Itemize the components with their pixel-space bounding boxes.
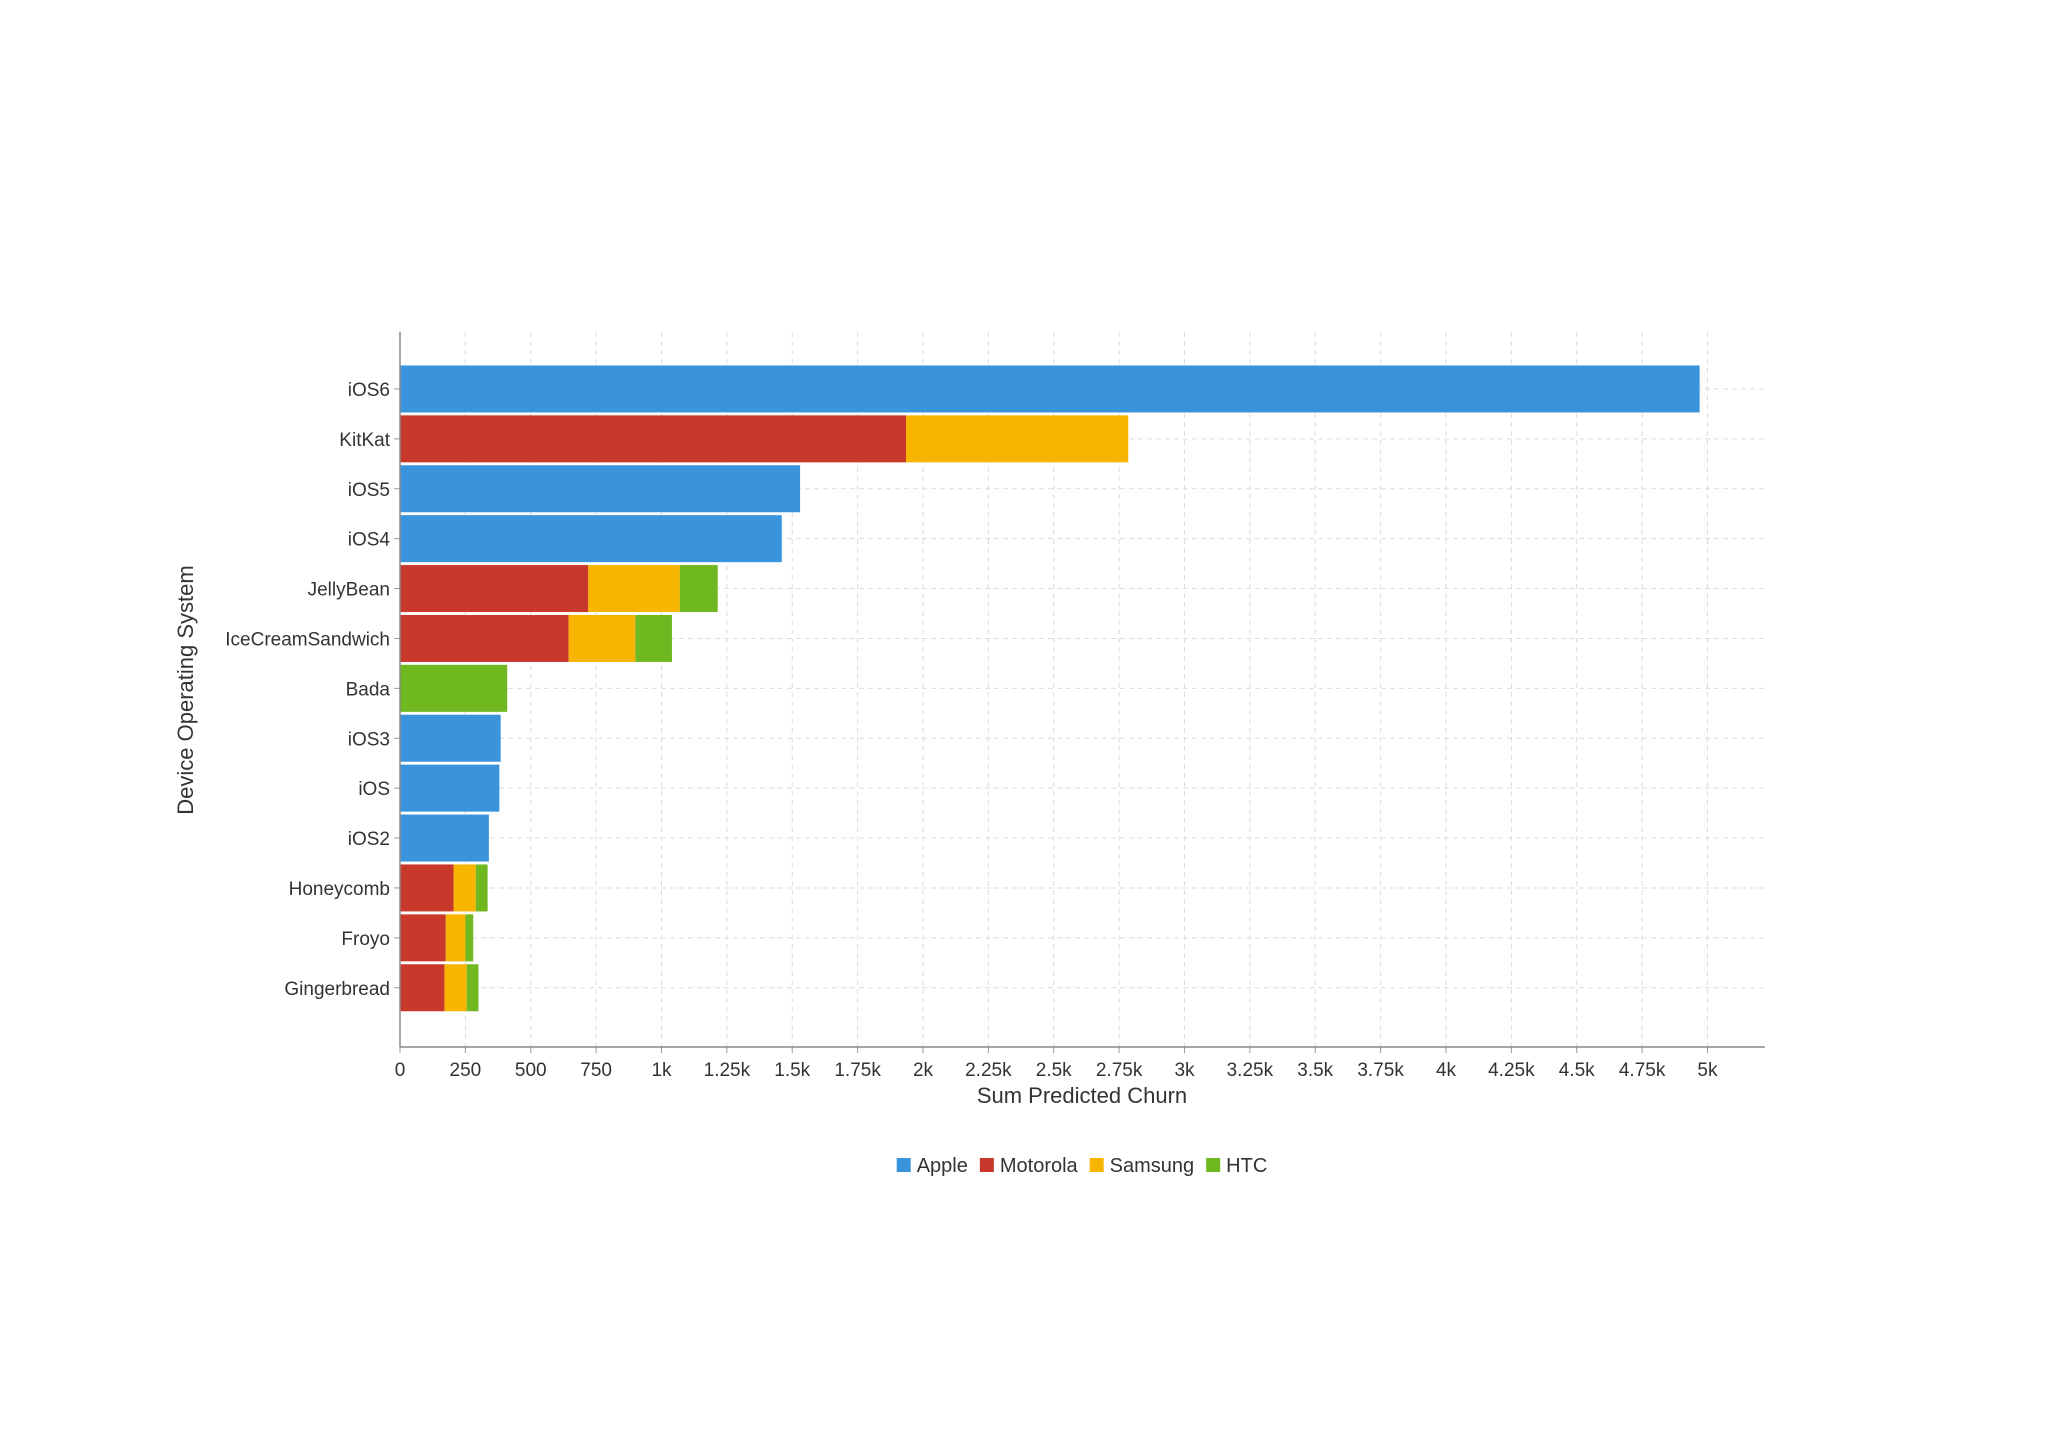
x-tick-label: 750 xyxy=(580,1060,612,1081)
legend-swatch-motorola xyxy=(979,1158,994,1172)
bars xyxy=(400,365,1700,1012)
x-tick-label: 3.75k xyxy=(1357,1060,1404,1081)
x-tick-label: 2.5k xyxy=(1036,1060,1072,1081)
x-tick-label: 500 xyxy=(515,1060,547,1081)
x-axis-title: Sum Predicted Churn xyxy=(977,1083,1187,1108)
x-tick-label: 2k xyxy=(913,1060,934,1081)
y-tick-label: iOS xyxy=(358,779,390,800)
x-tick-label: 1.5k xyxy=(774,1060,810,1081)
x-tick-label: 250 xyxy=(450,1060,482,1081)
bar-icecreamsandwich-htc xyxy=(635,614,672,662)
bar-froyo-samsung xyxy=(445,914,466,962)
y-tick-label: KitKat xyxy=(339,430,390,451)
bar-gingerbread-htc xyxy=(466,964,479,1012)
bar-icecreamsandwich-samsung xyxy=(568,614,636,662)
x-tick-label: 2.25k xyxy=(965,1060,1012,1081)
y-tick-label: iOS3 xyxy=(348,729,390,750)
x-tick-label: 0 xyxy=(395,1060,406,1081)
bar-ios3-apple xyxy=(400,714,501,762)
x-tick-label: 4.5k xyxy=(1559,1060,1595,1081)
x-tick-label: 2.75k xyxy=(1096,1060,1143,1081)
bar-jellybean-motorola xyxy=(400,565,589,613)
bar-ios2-apple xyxy=(400,814,489,862)
bar-froyo-htc xyxy=(465,914,474,962)
legend: Apple Motorola Samsung HTC xyxy=(896,1155,1267,1177)
bar-ios-apple xyxy=(400,764,500,812)
x-tick-label: 3.5k xyxy=(1297,1060,1333,1081)
bar-gingerbread-samsung xyxy=(444,964,467,1012)
axes xyxy=(394,332,1765,1053)
y-axis-title: Device Operating System xyxy=(173,565,198,814)
legend-label-htc: HTC xyxy=(1226,1155,1267,1177)
x-tick-label: 5k xyxy=(1697,1060,1718,1081)
bar-ios5-apple xyxy=(400,465,801,513)
y-tick-label: iOS4 xyxy=(348,530,391,551)
bar-jellybean-samsung xyxy=(588,565,680,613)
y-tick-label: IceCreamSandwich xyxy=(225,629,390,650)
bar-ios4-apple xyxy=(400,515,782,563)
x-tick-label: 3k xyxy=(1174,1060,1195,1081)
bar-kitkat-motorola xyxy=(400,415,906,463)
tick-labels: 0 250 500 750 1k 1.25k 1.5k 1.75k 2k 2.25k 2.5k 2.7… xyxy=(225,380,1718,1081)
legend-label-motorola: Motorola xyxy=(1000,1155,1079,1177)
bar-icecreamsandwich-motorola xyxy=(400,614,569,662)
y-tick-label: iOS5 xyxy=(348,480,390,501)
y-tick-label: iOS2 xyxy=(348,829,390,850)
bar-ios6-apple xyxy=(400,365,1700,413)
x-tick-label: 3.25k xyxy=(1227,1060,1274,1081)
bar-honeycomb-samsung xyxy=(453,864,476,912)
bar-kitkat-samsung xyxy=(905,415,1129,463)
bar-honeycomb-motorola xyxy=(400,864,454,912)
y-tick-label: Honeycomb xyxy=(289,879,390,900)
legend-label-samsung: Samsung xyxy=(1110,1155,1195,1177)
x-tick-label: 4.25k xyxy=(1488,1060,1535,1081)
bar-froyo-motorola xyxy=(400,914,446,962)
y-tick-label: Gingerbread xyxy=(284,979,390,1000)
bar-jellybean-htc xyxy=(679,565,718,613)
x-tick-label: 4.75k xyxy=(1619,1060,1666,1081)
x-tick-label: 1k xyxy=(651,1060,672,1081)
bar-gingerbread-motorola xyxy=(400,964,445,1012)
y-tick-label: iOS6 xyxy=(348,380,390,401)
legend-swatch-htc xyxy=(1206,1158,1221,1172)
y-tick-label: Froyo xyxy=(341,929,390,950)
legend-swatch-apple xyxy=(896,1158,911,1172)
bar-bada-htc xyxy=(400,664,508,712)
x-tick-label: 4k xyxy=(1436,1060,1457,1081)
x-tick-label: 1.75k xyxy=(834,1060,881,1081)
y-tick-label: Bada xyxy=(346,679,391,700)
x-tick-label: 1.25k xyxy=(704,1060,751,1081)
legend-label-apple: Apple xyxy=(917,1155,968,1177)
legend-swatch-samsung xyxy=(1089,1158,1104,1172)
bar-honeycomb-htc xyxy=(475,864,488,912)
y-tick-label: JellyBean xyxy=(308,580,390,601)
